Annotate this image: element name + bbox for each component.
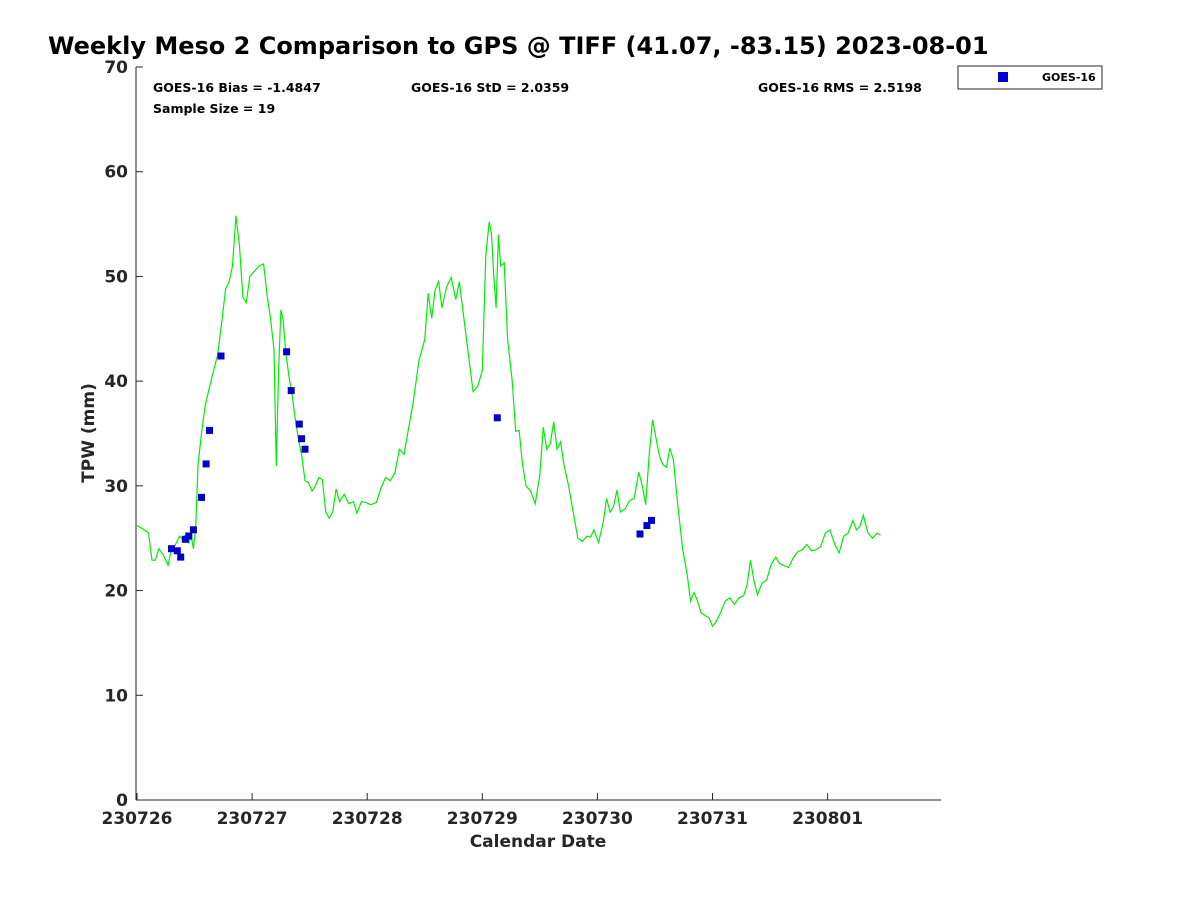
series-layer xyxy=(136,215,881,628)
goes16-data-point xyxy=(168,545,175,553)
goes16-data-point xyxy=(283,348,291,356)
x-tick-label: 230731 xyxy=(677,809,748,829)
y-tick-label: 70 xyxy=(104,58,128,78)
x-tick-label: 230726 xyxy=(102,809,173,829)
goes16-data-point xyxy=(206,426,213,434)
y-tick-label: 20 xyxy=(104,582,128,602)
x-axis-label: Calendar Date xyxy=(470,832,607,852)
plot-area xyxy=(136,67,941,800)
stat-bias: GOES-16 Bias = -1.4847 xyxy=(153,80,321,95)
goes16-data-point xyxy=(295,420,303,428)
goes16-data-point xyxy=(185,532,193,540)
goes16-data-point xyxy=(648,516,655,524)
y-tick-label: 60 xyxy=(104,163,128,183)
goes16-data-point xyxy=(301,445,309,453)
x-tick-label: 230727 xyxy=(217,809,288,829)
x-tick-label: 230729 xyxy=(447,809,518,829)
y-tick-label: 10 xyxy=(104,686,128,706)
goes16-data-point xyxy=(636,530,644,538)
goes16-data-point xyxy=(173,547,181,555)
legend: GOES-16 xyxy=(957,65,1103,90)
y-ticks: 0 10 20 30 40 50 60 70 xyxy=(104,58,143,811)
stat-sample-size: Sample Size = 19 xyxy=(153,101,275,116)
gps-series-line xyxy=(136,215,881,628)
stat-std: GOES-16 StD = 2.0359 xyxy=(411,80,569,95)
goes16-data-point xyxy=(217,352,225,360)
legend-label: GOES-16 xyxy=(1042,71,1096,84)
goes16-data-point xyxy=(298,435,306,443)
goes16-data-point xyxy=(177,553,185,561)
stat-rms: GOES-16 RMS = 2.5198 xyxy=(758,80,922,95)
x-tick-label: 230801 xyxy=(792,809,863,829)
goes16-data-point xyxy=(643,522,651,530)
x-ticks: 230726 230727 230728 230729 230730 230731 2308… xyxy=(102,793,863,829)
goes16-data-point xyxy=(202,460,210,468)
y-tick-label: 30 xyxy=(104,477,128,497)
legend-marker xyxy=(998,72,1008,82)
y-axis-label: TPW (mm) xyxy=(79,383,99,483)
x-tick-label: 230730 xyxy=(562,809,633,829)
goes16-data-point xyxy=(287,387,295,395)
legend-box xyxy=(957,65,1103,90)
goes16-data-point xyxy=(493,414,501,422)
goes16-data-point xyxy=(189,526,197,534)
y-tick-label: 50 xyxy=(104,267,128,287)
goes16-data-point xyxy=(198,493,205,501)
y-tick-label: 40 xyxy=(104,372,128,392)
chart-title: Weekly Meso 2 Comparison to GPS @ TIFF (… xyxy=(48,32,989,60)
x-tick-label: 230728 xyxy=(332,809,403,829)
y-tick-label: 0 xyxy=(116,791,128,811)
